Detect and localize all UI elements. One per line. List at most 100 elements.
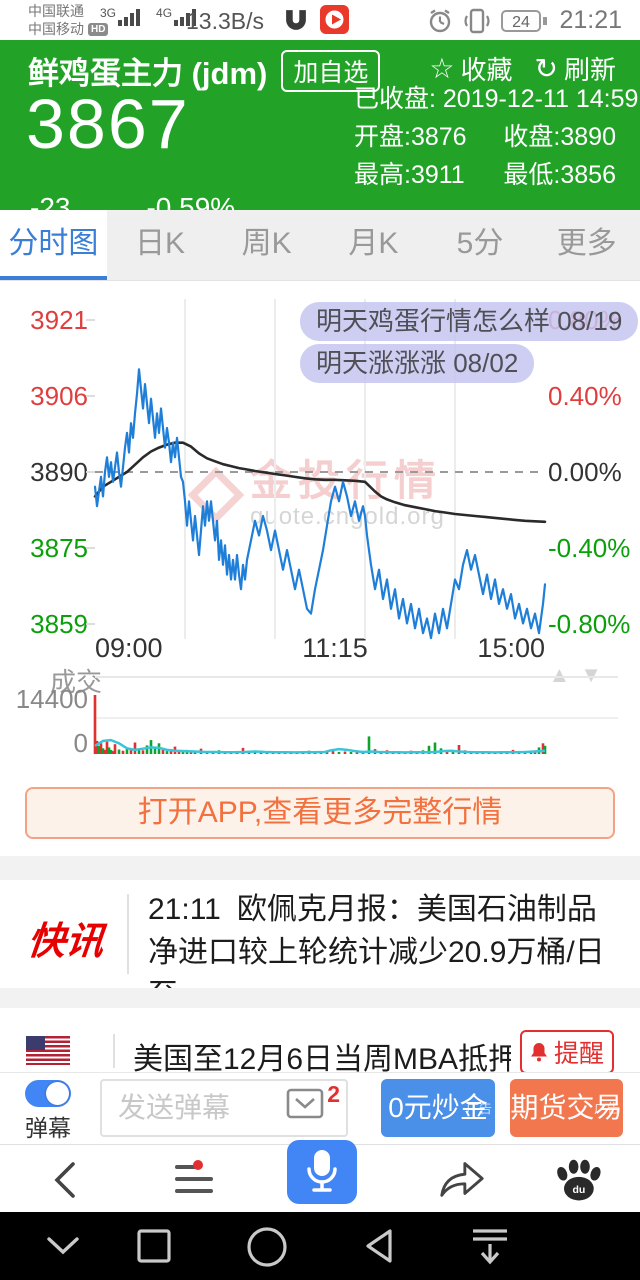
refresh-icon: ↻ <box>534 52 558 84</box>
time-tick-label: 11:15 <box>302 633 368 663</box>
danmaku-toggle[interactable] <box>25 1080 71 1107</box>
menu-button[interactable] <box>175 1160 213 1195</box>
hd-badge: HD <box>88 22 109 36</box>
tab-monthly-k[interactable]: 月K <box>348 227 399 260</box>
volume-pane-toggle-arrows[interactable]: ▲▼ <box>548 662 612 687</box>
axis-label: -0.80% <box>548 609 631 639</box>
favorite-label: 收藏 <box>460 55 513 85</box>
axis-label: 3921 <box>30 305 88 335</box>
volume-ymax-label: 14400 <box>15 684 88 714</box>
low-value: 最低:3856 <box>503 161 616 189</box>
status-right-cluster: 24 21:21 <box>427 6 622 35</box>
tab-weekly-k[interactable]: 周K <box>241 227 292 260</box>
video-app-icon <box>320 5 349 39</box>
ad-tag: 广告 <box>593 1101 620 1116</box>
open-app-button[interactable]: 打开APP,查看更多完整行情 <box>25 787 615 839</box>
danmaku-toggle-label: 弹幕 <box>25 1115 71 1141</box>
android-nav-bar <box>0 1212 640 1280</box>
tab-5min[interactable]: 5分 <box>456 227 504 260</box>
star-icon: ☆ <box>429 52 455 84</box>
danmaku-toolbar: 弹幕 2 0元炒金 广告 期货交易 广告 <box>0 1072 640 1144</box>
banner-section: 打开APP,查看更多完整行情 <box>0 775 640 856</box>
period-tabs: 分时图 日K 周K 月K 5分 更多 <box>0 210 640 281</box>
axis-label: 3906 <box>30 381 88 411</box>
share-button[interactable] <box>436 1159 486 1199</box>
time-tick-label: 15:00 <box>477 633 545 663</box>
futures-promo-button[interactable]: 期货交易 广告 <box>510 1079 623 1137</box>
danmaku-input[interactable] <box>100 1079 348 1137</box>
gold-promo-button[interactable]: 0元炒金 广告 <box>381 1079 495 1137</box>
nav-recents-button[interactable] <box>136 1228 172 1264</box>
signal-group: 3G 4G <box>100 6 198 26</box>
high-value: 最高:3911 <box>354 161 465 189</box>
net-4g-label: 4G <box>156 6 173 20</box>
market-status-time: 2019-12-11 14:59:59 <box>442 85 640 113</box>
flash-news-logo: 快讯 <box>25 921 106 963</box>
volume-yzero-label: 0 <box>73 728 88 758</box>
back-button[interactable] <box>52 1161 78 1199</box>
battery-level: 24 <box>513 14 531 31</box>
nav-hide-button[interactable] <box>470 1226 510 1268</box>
toggle-knob <box>46 1082 69 1105</box>
browser-toolbar: du <box>0 1140 640 1212</box>
refresh-button[interactable]: ↻ 刷新 <box>535 50 616 87</box>
refresh-label: 刷新 <box>563 55 616 85</box>
menu-line <box>175 1160 203 1170</box>
tab-more[interactable]: 更多 <box>556 227 617 260</box>
volume-chart-canvas <box>93 676 618 754</box>
axis-label: 3875 <box>30 533 88 563</box>
add-watchlist-button[interactable]: 加自选 <box>281 49 381 92</box>
news-time: 21:11 <box>148 893 221 926</box>
timeline-chart: 金投行情 quote.cngold.org 3921 3906 3890 3875 38… <box>0 281 640 663</box>
axis-label: 0.00% <box>548 457 622 487</box>
unread-badge: 2 <box>327 1081 340 1107</box>
vibrate-icon <box>464 8 491 33</box>
baidu-du-label: du <box>572 1184 585 1196</box>
carrier-2: 中国移动 <box>28 21 84 37</box>
signal-3g-icon: 3G <box>100 6 142 26</box>
nav-home-button[interactable] <box>246 1226 288 1268</box>
remind-button[interactable]: 提醒 <box>520 1030 615 1074</box>
quote-summary: 已收盘: 2019-12-11 14:59:59 开盘:3876 收盘:3890… <box>354 80 640 194</box>
notification-app-icon <box>282 6 310 39</box>
volume-pane: 成交 ▲▼ 14400 0 <box>0 662 640 775</box>
open-value: 开盘:3876 <box>354 123 467 151</box>
notification-dot <box>193 1160 203 1170</box>
bell-icon <box>531 1043 547 1062</box>
carrier-1: 中国联通 <box>28 3 84 19</box>
signal-4g-icon: 4G <box>156 6 198 26</box>
market-status-label: 已收盘: <box>354 85 436 113</box>
last-price: 3867 <box>26 85 190 163</box>
news-text: 美国至12月6日当周MBA抵押贷 <box>133 1043 511 1076</box>
remind-label: 提醒 <box>554 1040 605 1068</box>
message-envelope-button[interactable]: 2 <box>286 1081 340 1131</box>
tab-daily-k[interactable]: 日K <box>135 227 186 260</box>
voice-search-button[interactable] <box>287 1140 357 1204</box>
separator <box>0 856 640 880</box>
divider <box>113 1034 115 1068</box>
tab-timeline[interactable]: 分时图 <box>0 210 107 280</box>
time-tick-label: 09:00 <box>95 633 163 663</box>
baidu-button[interactable]: du <box>550 1155 606 1203</box>
volume-label: 成交 <box>50 667 103 697</box>
nav-collapse-button[interactable] <box>46 1234 80 1256</box>
envelope-icon <box>286 1088 324 1119</box>
axis-label: 3859 <box>30 609 88 639</box>
nav-back-button[interactable] <box>362 1228 394 1264</box>
battery-icon: 24 <box>501 9 548 32</box>
danmaku-bubble: 明天鸡蛋行情怎么样 08/19 <box>300 302 639 341</box>
favorite-button[interactable]: ☆ 收藏 <box>429 50 512 87</box>
news-item-calendar[interactable]: 美国至12月6日当周MBA抵押贷 提醒 <box>0 1008 640 1076</box>
network-speed: 13.3B/s <box>186 8 264 34</box>
axis-label: 3890 <box>30 457 88 487</box>
separator <box>0 988 640 1008</box>
net-3g-label: 3G <box>100 6 117 20</box>
ad-tag: 广告 <box>465 1101 492 1116</box>
divider <box>127 894 129 974</box>
us-flag-icon <box>26 1036 70 1065</box>
microphone-icon <box>307 1150 337 1192</box>
axis-label: 0.40% <box>548 381 622 411</box>
quote-header: 鲜鸡蛋主力 (jdm) 加自选 ☆ 收藏 ↻ 刷新 3867 -23 -0.59… <box>0 40 640 223</box>
